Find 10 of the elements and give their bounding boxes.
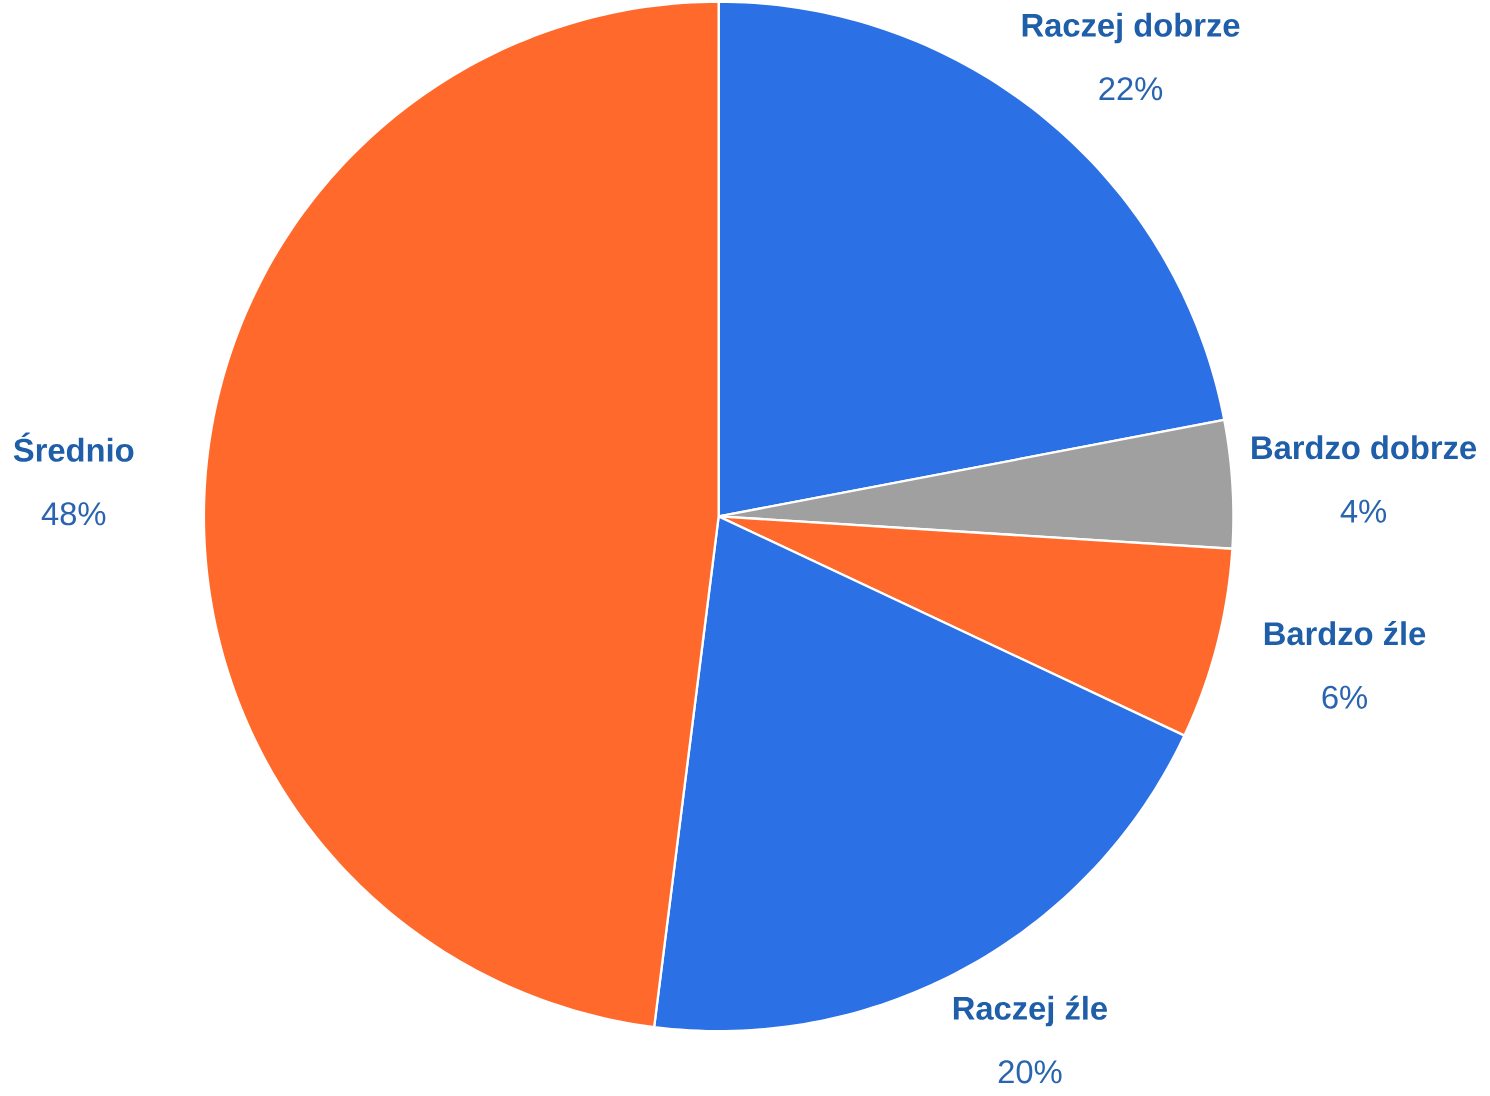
data-label: 22% xyxy=(1099,77,1163,101)
data-label: 48% xyxy=(41,502,106,526)
slice-label: Średnio xyxy=(13,432,134,462)
data-label: 20% xyxy=(998,1060,1062,1084)
slice-label: Raczej dobrze xyxy=(1022,12,1240,44)
slice-label: Raczej źle xyxy=(953,995,1107,1027)
slice-label: Bardzo dobrze xyxy=(1252,435,1477,460)
data-label: 4% xyxy=(1340,499,1387,523)
data-label: 6% xyxy=(1322,685,1368,709)
slice-label: Bardzo źle xyxy=(1264,620,1426,646)
